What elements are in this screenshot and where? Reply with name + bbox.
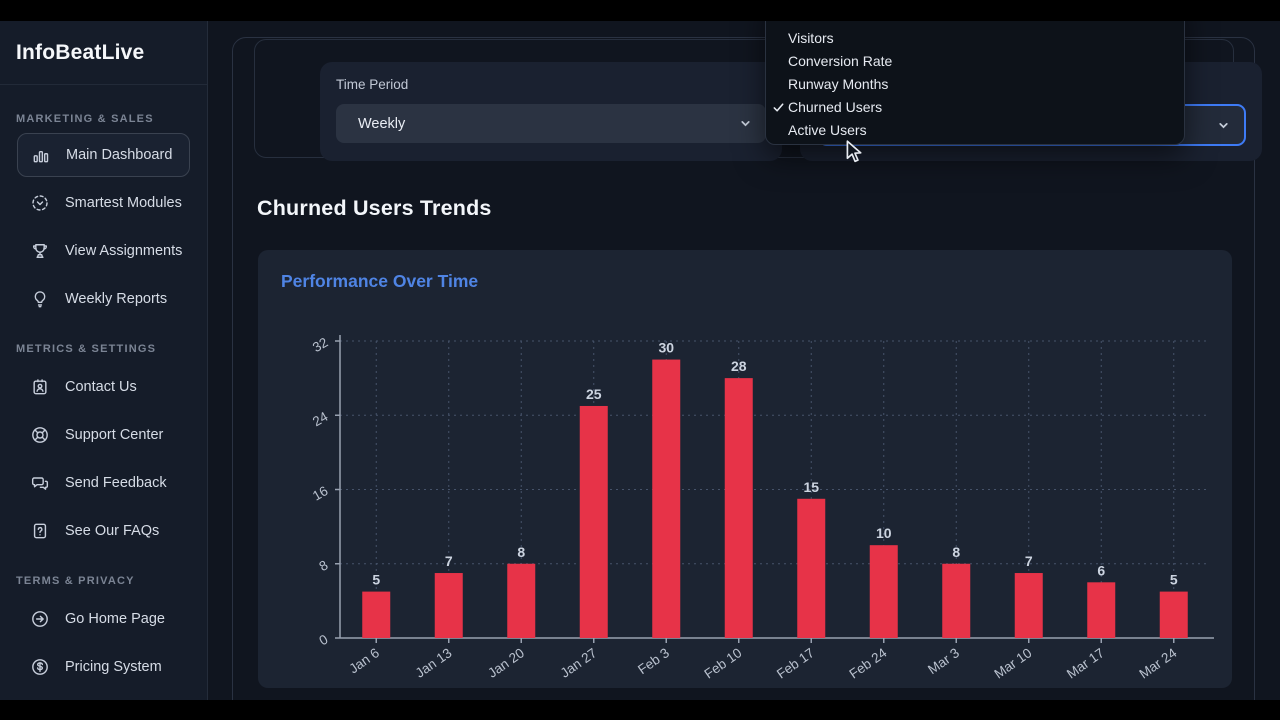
sidebar-item-see-our-faqs[interactable]: See Our FAQs <box>0 507 207 555</box>
nav-section-label: MARKETING & SALES <box>16 113 154 125</box>
svg-text:Mar 17: Mar 17 <box>1064 645 1107 681</box>
dropdown-option-conversion-rate[interactable]: Conversion Rate <box>766 50 1184 73</box>
svg-text:Feb 3: Feb 3 <box>635 645 672 677</box>
svg-text:8: 8 <box>952 544 960 560</box>
sidebar-nav: MARKETING & SALES Main Dashboard Smartest … <box>0 85 207 691</box>
dropdown-option-churned-users[interactable]: Churned Users <box>766 96 1184 119</box>
svg-text:6: 6 <box>1097 562 1105 578</box>
lightbulb-icon <box>30 289 50 309</box>
page-title: Churned Users Trends <box>257 196 492 220</box>
chart-card: Performance Over Time 0 8 16 24 32 5 Jan 6 7 Jan… <box>258 250 1232 688</box>
svg-text:8: 8 <box>316 557 330 574</box>
sidebar-item-weekly-reports[interactable]: Weekly Reports <box>0 275 207 323</box>
sidebar-item-label: Go Home Page <box>65 611 165 627</box>
svg-text:Mar 3: Mar 3 <box>925 645 962 677</box>
dropdown-option-label: Runway Months <box>788 76 889 92</box>
content-panel <box>232 37 1255 700</box>
svg-text:25: 25 <box>586 386 602 402</box>
svg-text:10: 10 <box>876 525 892 541</box>
sidebar-item-main-dashboard[interactable]: Main Dashboard <box>17 133 190 177</box>
svg-text:5: 5 <box>372 572 380 588</box>
chat-bubbles-icon <box>30 473 50 493</box>
svg-text:8: 8 <box>517 544 525 560</box>
svg-text:Jan 6: Jan 6 <box>346 645 382 676</box>
chevron-down-icon <box>741 121 750 127</box>
sidebar-item-support-center[interactable]: Support Center <box>0 411 207 459</box>
chevron-down-icon <box>1219 122 1228 128</box>
time-period-select[interactable]: Weekly <box>336 104 766 143</box>
time-period-label: Time Period <box>336 77 409 92</box>
check-icon <box>773 103 784 112</box>
modules-icon <box>30 193 50 213</box>
svg-text:Mar 24: Mar 24 <box>1136 645 1179 682</box>
dropdown-option-label: Conversion Rate <box>788 53 893 69</box>
svg-text:7: 7 <box>445 553 453 569</box>
svg-text:32: 32 <box>310 335 331 356</box>
app-logo: InfoBeatLive <box>0 21 207 85</box>
contact-card-icon <box>30 377 50 397</box>
svg-text:16: 16 <box>310 483 331 504</box>
sidebar-item-label: Support Center <box>65 427 164 443</box>
arrow-right-circle-icon <box>30 609 50 629</box>
svg-text:28: 28 <box>731 358 747 374</box>
svg-text:Feb 10: Feb 10 <box>701 645 744 681</box>
svg-text:Mar 10: Mar 10 <box>991 645 1034 681</box>
sidebar-item-contact-us[interactable]: Contact Us <box>0 363 207 411</box>
sidebar-item-pricing-system[interactable]: Pricing System <box>0 643 207 691</box>
dropdown-option-visitors[interactable]: Visitors <box>766 27 1184 50</box>
lifebuoy-icon <box>30 425 50 445</box>
letterbox-top <box>0 0 1280 21</box>
dropdown-option-label: Churned Users <box>788 99 883 115</box>
sidebar-item-label: Smartest Modules <box>65 195 182 211</box>
sidebar-item-label: Contact Us <box>65 379 137 395</box>
mouse-cursor-icon <box>846 140 862 163</box>
dropdown-option-runway-months[interactable]: Runway Months <box>766 73 1184 96</box>
svg-text:5: 5 <box>1170 572 1178 588</box>
time-period-value: Weekly <box>358 115 406 132</box>
sidebar: InfoBeatLive MARKETING & SALES Main Dashb… <box>0 21 208 700</box>
dollar-circle-icon <box>30 657 50 677</box>
sidebar-item-label: Main Dashboard <box>66 147 173 163</box>
faq-doc-icon <box>30 521 50 541</box>
app-window: InfoBeatLive MARKETING & SALES Main Dashb… <box>0 21 1280 700</box>
svg-text:30: 30 <box>658 340 674 356</box>
dropdown-option-label: Visitors <box>788 30 834 46</box>
letterbox-bottom <box>0 700 1280 720</box>
bar-chart: 0 8 16 24 32 5 Jan 6 7 Jan 13 8 Jan 20 25 Jan 27 30 Fe… <box>310 335 1214 682</box>
bar-chart-icon <box>31 145 51 165</box>
svg-text:Jan 27: Jan 27 <box>558 645 600 681</box>
svg-text:0: 0 <box>316 632 330 649</box>
main-content: Time Period Weekly <box>208 21 1280 700</box>
chart-title: Performance Over Time <box>281 271 479 291</box>
time-period-card: Time Period Weekly <box>320 62 782 161</box>
sidebar-item-label: View Assignments <box>65 243 183 259</box>
trophy-icon <box>30 241 50 261</box>
svg-text:24: 24 <box>310 409 331 430</box>
svg-text:Feb 24: Feb 24 <box>846 645 889 682</box>
metric-dropdown-menu: Visitors Conversion Rate Runway Months Chur… <box>765 21 1185 145</box>
dropdown-option-active-users[interactable]: Active Users <box>766 119 1184 142</box>
svg-text:Feb 17: Feb 17 <box>774 645 817 681</box>
sidebar-item-view-assignments[interactable]: View Assignments <box>0 227 207 275</box>
nav-section-label: TERMS & PRIVACY <box>16 575 135 587</box>
sidebar-item-label: See Our FAQs <box>65 523 160 539</box>
svg-text:Jan 13: Jan 13 <box>413 645 455 681</box>
nav-section-label: METRICS & SETTINGS <box>16 343 157 355</box>
sidebar-item-label: Send Feedback <box>65 475 167 491</box>
dropdown-option-label: Active Users <box>788 122 867 138</box>
svg-text:15: 15 <box>803 479 819 495</box>
sidebar-item-label: Pricing System <box>65 659 162 675</box>
svg-text:Jan 20: Jan 20 <box>485 645 527 681</box>
svg-text:7: 7 <box>1025 553 1033 569</box>
sidebar-item-label: Weekly Reports <box>65 291 168 307</box>
sidebar-item-smartest-modules[interactable]: Smartest Modules <box>0 179 207 227</box>
sidebar-item-send-feedback[interactable]: Send Feedback <box>0 459 207 507</box>
sidebar-item-go-home-page[interactable]: Go Home Page <box>0 595 207 643</box>
